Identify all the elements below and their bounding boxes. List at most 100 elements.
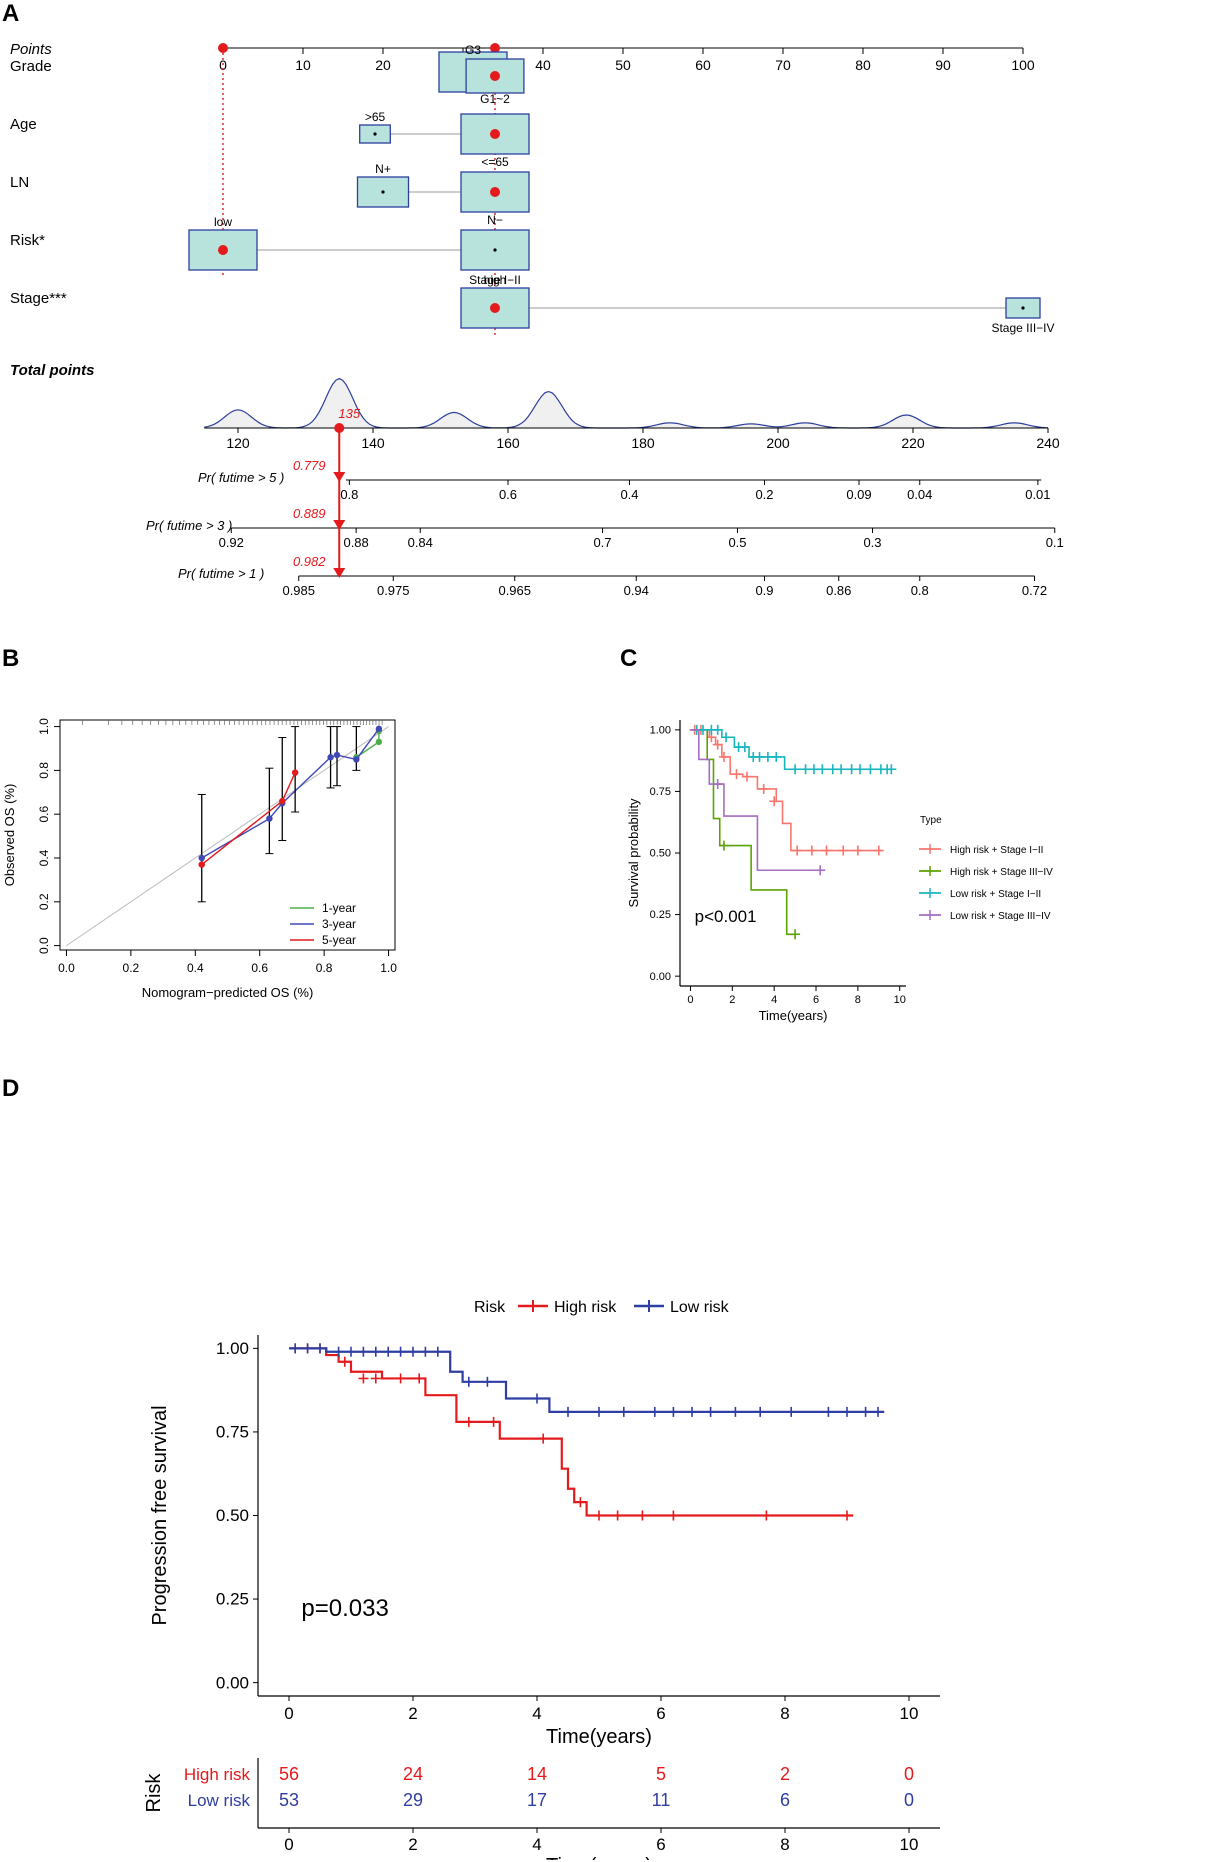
- level-label: low: [214, 215, 232, 229]
- risk-table-count: 0: [904, 1764, 914, 1784]
- total-tick-label: 200: [766, 435, 790, 451]
- legend-label: High risk: [554, 1299, 617, 1316]
- risk-table-count: 2: [780, 1764, 790, 1784]
- calibration-point: [353, 756, 360, 763]
- probability-tick-label: 0.3: [863, 535, 881, 550]
- legend-label: Low risk + Stage III−IV: [950, 911, 1051, 922]
- variable-label: Grade: [10, 58, 52, 75]
- x-tick-label: 0: [687, 994, 693, 1006]
- x-tick-label: 0.6: [251, 961, 268, 975]
- km-curve-High risk + Stage I−II: [690, 729, 881, 852]
- level-center-dot: [1021, 306, 1025, 310]
- km-curve-Low risk + Stage III−IV: [690, 729, 821, 872]
- risk-table-count: 53: [279, 1790, 299, 1810]
- x-axis-title: Time(years): [759, 1008, 828, 1023]
- level-center-dot: [493, 248, 497, 252]
- risk-table-count: 5: [656, 1764, 666, 1784]
- panel-label-b: B: [2, 645, 20, 672]
- y-tick-label: 1.00: [216, 1339, 249, 1358]
- total-tick-label: 240: [1036, 435, 1060, 451]
- probability-tick-label: 0.5: [728, 535, 746, 550]
- y-tick-label: 0.00: [650, 971, 671, 983]
- y-tick-label: 0.4: [37, 849, 51, 866]
- points-axis-selected-marker: [490, 43, 500, 53]
- legend-label: Low risk + Stage I−II: [950, 889, 1041, 900]
- x-tick-label: 2: [408, 1704, 417, 1723]
- y-tick-label: 0.6: [37, 806, 51, 823]
- probability-tick-label: 0.92: [219, 535, 244, 550]
- x-tick-label: 4: [771, 994, 777, 1006]
- total-tick-label: 140: [361, 435, 385, 451]
- points-tick-label: 70: [775, 57, 791, 73]
- risk-table-tick-label: 10: [900, 1835, 919, 1854]
- level-label: N−: [487, 213, 503, 227]
- risk-table-x-axis-title: Time(years): [546, 1855, 652, 1860]
- probability-value-label: 0.889: [293, 506, 326, 521]
- probability-tick-label: 0.01: [1025, 487, 1050, 502]
- risk-table-row-label: High risk: [184, 1765, 251, 1784]
- level-center-dot: [373, 132, 377, 136]
- y-tick-label: 0.2: [37, 893, 51, 910]
- y-tick-label: 0.75: [650, 786, 671, 798]
- x-tick-label: 0.4: [187, 961, 204, 975]
- x-tick-label: 2: [729, 994, 735, 1006]
- total-tick-label: 160: [496, 435, 520, 451]
- y-tick-label: 0.00: [216, 1673, 249, 1692]
- risk-table-count: 29: [403, 1790, 423, 1810]
- level-label: G1~2: [480, 92, 510, 106]
- legend-label: 1-year: [322, 901, 356, 915]
- probability-tick-label: 0.1: [1046, 535, 1064, 550]
- x-tick-label: 8: [855, 994, 861, 1006]
- points-axis-low-marker: [218, 43, 228, 53]
- km-curve-High risk: [289, 1347, 854, 1517]
- probability-tick-label: 0.04: [907, 487, 932, 502]
- probability-tick-label: 0.94: [624, 583, 649, 598]
- km-curve-High risk + Stage III−IV: [690, 729, 796, 936]
- points-tick-label: 80: [855, 57, 871, 73]
- x-tick-label: 6: [656, 1704, 665, 1723]
- x-tick-label: 4: [532, 1704, 541, 1723]
- probability-tick-label: 0.7: [593, 535, 611, 550]
- legend-label: 5-year: [322, 933, 356, 947]
- risk-table-count: 11: [652, 1790, 671, 1810]
- total-points-label: Total points: [10, 362, 94, 379]
- km-curve-Low risk: [289, 1347, 885, 1413]
- calibration-point: [333, 751, 341, 759]
- probability-arrow-marker: [333, 520, 346, 530]
- probability-arrow-marker: [333, 568, 346, 578]
- risk-table-count: 0: [904, 1790, 914, 1810]
- x-tick-label: 0: [284, 1704, 293, 1723]
- y-tick-label: 0.75: [216, 1423, 249, 1442]
- risk-table-row-label: Low risk: [188, 1791, 251, 1810]
- panel-label-a: A: [2, 0, 20, 27]
- p-value-annotation: p<0.001: [695, 907, 757, 926]
- points-tick-label: 50: [615, 57, 631, 73]
- selected-level-marker: [490, 129, 500, 139]
- probability-tick-label: 0.9: [755, 583, 773, 598]
- points-tick-label: 90: [935, 57, 951, 73]
- probability-tick-label: 0.72: [1022, 583, 1047, 598]
- calibration-line-5-year: [201, 772, 296, 866]
- y-axis-title: Survival probability: [626, 798, 641, 908]
- legend-title: Type: [920, 815, 942, 826]
- x-axis-title: Nomogram−predicted OS (%): [142, 985, 314, 1000]
- risk-table-count: 24: [403, 1764, 423, 1784]
- level-label: Stage I−II: [469, 273, 521, 287]
- points-tick-label: 60: [695, 57, 711, 73]
- risk-table-count: 6: [780, 1790, 790, 1810]
- total-tick-label: 220: [901, 435, 925, 451]
- total-tick-label: 120: [226, 435, 250, 451]
- probability-tick-label: 0.2: [755, 487, 773, 502]
- selected-level-marker: [490, 71, 500, 81]
- survival-by-type-chart: 0 2 4 6 8 10 0.00 0.25 0.50 0.75 1.00 Time(years) Su…: [626, 720, 1053, 1023]
- km-curve-Low risk + Stage I−II: [690, 729, 892, 771]
- x-tick-label: 1.0: [380, 961, 397, 975]
- variable-label: Age: [10, 116, 37, 133]
- x-tick-label: 8: [780, 1704, 789, 1723]
- risk-table-tick-label: 8: [780, 1835, 789, 1854]
- x-tick-label: 0.2: [123, 961, 140, 975]
- selected-level-marker: [218, 245, 228, 255]
- x-tick-label: 0.8: [316, 961, 333, 975]
- x-axis-title: Time(years): [546, 1726, 652, 1748]
- probability-arrow-marker: [333, 472, 346, 482]
